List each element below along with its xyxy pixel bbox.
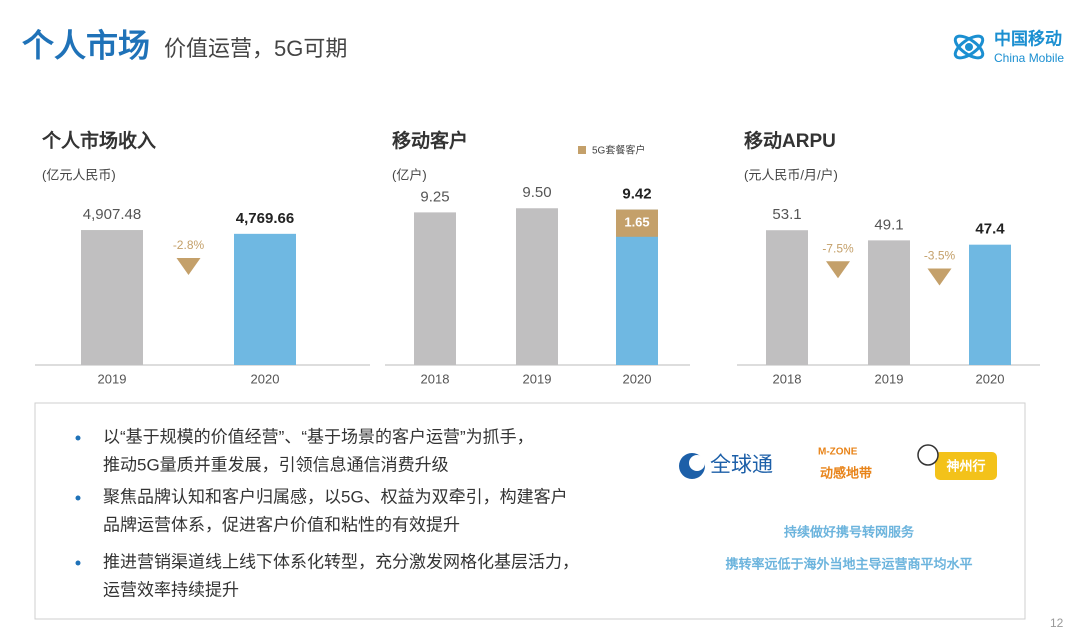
- summary-box: [34, 402, 1026, 620]
- overlay-label: 1.65: [624, 215, 649, 230]
- x-tick-label: 2018: [421, 371, 450, 386]
- value-label: 4,769.66: [236, 210, 294, 227]
- brand-name: 神州行: [946, 458, 985, 473]
- value-label: 9.42: [622, 186, 651, 203]
- bar: [516, 208, 558, 365]
- note: 持续做好携号转网服务: [784, 524, 915, 539]
- bar: [969, 244, 1011, 365]
- x-tick-label: 2020: [623, 371, 652, 386]
- x-tick-label: 2020: [976, 371, 1005, 386]
- brand-name: M-ZONE: [818, 447, 858, 458]
- bullet-text: 以“基于规模的价值经营”、“基于场景的客户运营”为抓手，: [103, 427, 534, 446]
- bullet-text: 推动5G量质并重发展，引领信息通信消费升级: [103, 455, 449, 474]
- x-tick-label: 2020: [251, 371, 280, 386]
- chart-unit: (亿户): [392, 167, 427, 182]
- change-arrow: [927, 268, 952, 286]
- brand-name: 全球通: [710, 454, 773, 477]
- bullet-text: 品牌运营体系，促进客户价值和粘性的有效提升: [103, 515, 460, 534]
- logo-en: China Mobile: [994, 51, 1064, 65]
- page-number: 12: [1050, 616, 1064, 627]
- bullet-dot: [75, 495, 81, 501]
- bar: [81, 230, 143, 365]
- change-arrow: [826, 261, 850, 279]
- overlay-bar: [616, 209, 658, 237]
- chart-unit: (亿元人民币): [42, 167, 116, 182]
- logo-icon: [953, 34, 985, 60]
- brand-mascot: [917, 444, 939, 466]
- bullet-dot: [75, 560, 81, 566]
- bullet-text: 聚焦品牌认知和客户归属感，以5G、权益为双牵引，构建客户: [103, 487, 568, 506]
- page-subtitle: 价值运营，5G可期: [164, 36, 347, 61]
- value-label: 4,907.48: [83, 206, 141, 223]
- bullet-dot: [75, 435, 81, 441]
- chart-title: 移动客户: [392, 129, 468, 152]
- x-tick-label: 2019: [98, 371, 127, 386]
- x-tick-label: 2019: [875, 371, 904, 386]
- bullet-text: 推进营销渠道线上线下体系化转型，充分激发网格化基层活力，: [103, 552, 579, 571]
- chart-title: 移动ARPU: [744, 129, 836, 152]
- change-label: -7.5%: [822, 241, 854, 255]
- logo-cn: 中国移动: [994, 28, 1062, 48]
- change-arrow: [176, 257, 201, 275]
- change-label: -3.5%: [924, 249, 956, 263]
- value-label: 47.4: [975, 221, 1005, 238]
- bullet-text: 运营效率持续提升: [103, 580, 239, 599]
- brand-name: 动感地带: [820, 465, 872, 480]
- value-label: 49.1: [874, 216, 903, 233]
- chart-unit: (元人民币/月/户): [744, 167, 838, 182]
- x-tick-label: 2019: [523, 371, 552, 386]
- bar: [414, 212, 456, 365]
- bar: [234, 233, 296, 365]
- legend-label: 5G套餐客户: [592, 144, 645, 157]
- brand-badge: [935, 452, 997, 480]
- brand-logo-1: [679, 453, 705, 479]
- x-tick-label: 2018: [773, 371, 802, 386]
- change-label: -2.8%: [173, 238, 205, 252]
- bar: [868, 240, 910, 365]
- page-title: 个人市场: [22, 27, 150, 63]
- value-label: 9.25: [420, 188, 449, 205]
- note: 携转率远低于海外当地主导运营商平均水平: [725, 556, 972, 571]
- value-label: 53.1: [772, 206, 801, 223]
- legend-swatch: [578, 146, 586, 154]
- chart-title: 个人市场收入: [41, 129, 156, 152]
- bar: [766, 230, 808, 365]
- value-label: 9.50: [522, 184, 551, 201]
